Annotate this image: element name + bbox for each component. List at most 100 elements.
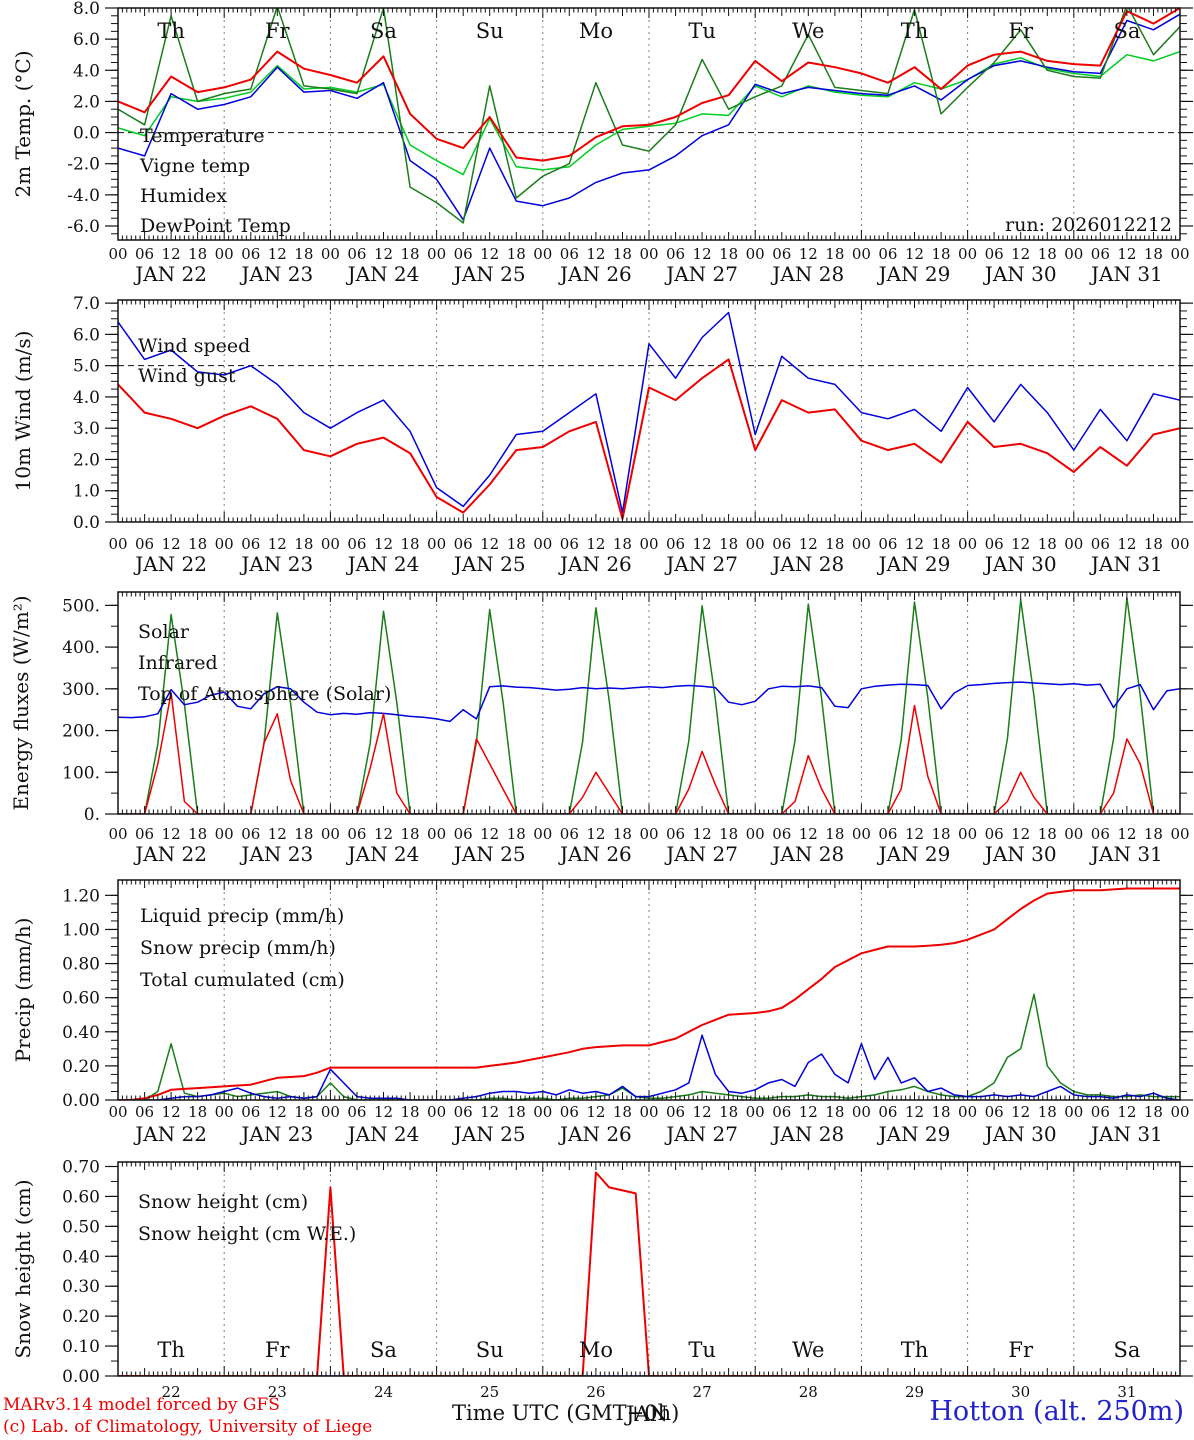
series-total-cumulated-cm- <box>118 887 1180 1100</box>
panel-energy-fluxes: 500. 400. 300. 200. 100. 0. 00 06 12 18 00 06 12 18 00… <box>9 591 1193 866</box>
hour-label: 18 <box>401 535 420 553</box>
hour-label: 00 <box>427 535 446 553</box>
y-tick-label: 2.0 <box>73 450 100 470</box>
hour-label: 12 <box>586 825 605 843</box>
hour-ticks-top <box>117 1162 1181 1172</box>
day-label: JAN 28 <box>770 1122 844 1146</box>
day-label: JAN 24 <box>346 262 420 286</box>
y-axis-title: Energy fluxes (W/m²) <box>9 595 33 810</box>
series-temperature <box>118 8 1180 162</box>
hour-label: 12 <box>480 825 499 843</box>
hour-label: 06 <box>241 1103 260 1121</box>
weekday-label: Mo <box>579 19 613 43</box>
hour-label: 00 <box>1064 1103 1083 1121</box>
lab-credit-line: (c) Lab. of Climatology, University of L… <box>3 1417 373 1437</box>
hour-label: 00 <box>1064 825 1083 843</box>
y-tick-label: 1.20 <box>62 886 100 906</box>
plot-frame <box>117 7 1181 241</box>
hour-label: 06 <box>135 535 154 553</box>
hour-label: 18 <box>825 535 844 553</box>
day-label: JAN 27 <box>664 842 738 866</box>
y-tick-label: 0.40 <box>62 1023 100 1043</box>
day-label: JAN 25 <box>452 262 526 286</box>
legend-solar: Solar <box>138 621 190 643</box>
day-label: JAN 22 <box>133 1122 207 1146</box>
hour-label: 12 <box>1117 535 1136 553</box>
hour-label: 18 <box>932 245 951 263</box>
hour-label: 06 <box>985 245 1004 263</box>
hour-label: 06 <box>1091 1103 1110 1121</box>
day-label: JAN 23 <box>239 552 313 576</box>
hour-label: 18 <box>719 245 738 263</box>
hour-label: 12 <box>586 535 605 553</box>
hour-label: 06 <box>347 1103 366 1121</box>
legend-vigne-temp: Vigne temp <box>139 155 250 177</box>
series-group <box>118 8 1180 224</box>
hour-label: 00 <box>215 1103 234 1121</box>
hour-label: 00 <box>108 1103 127 1121</box>
series-humidex <box>118 13 1180 221</box>
hour-label: 12 <box>480 1103 499 1121</box>
hour-label: 18 <box>825 245 844 263</box>
hour-label: 06 <box>985 825 1004 843</box>
hour-label: 12 <box>480 245 499 263</box>
weekday-label: Sa <box>1113 19 1140 43</box>
weekday-label: Fr <box>1008 1338 1034 1362</box>
hour-label: 18 <box>507 1103 526 1121</box>
hour-label: 12 <box>268 825 287 843</box>
day-label: JAN 28 <box>770 262 844 286</box>
series-vigne-temp <box>118 8 1180 224</box>
hour-label: 06 <box>454 1103 473 1121</box>
y-tick-label: 4.0 <box>73 388 100 408</box>
day-number-label: 29 <box>905 1383 924 1401</box>
hour-label: 18 <box>294 535 313 553</box>
legend-total-cumulated-cm-: Total cumulated (cm) <box>140 969 345 991</box>
series-wind-speed <box>118 358 1180 520</box>
series-group <box>118 311 1180 520</box>
y-tick-label: 4.0 <box>73 61 100 81</box>
hour-label: 00 <box>639 245 658 263</box>
hour-label: 18 <box>1144 825 1163 843</box>
hour-label: 00 <box>108 535 127 553</box>
legend-temperature: Temperature <box>140 125 264 147</box>
day-number-label: 31 <box>1117 1383 1136 1401</box>
weekday-label: Su <box>476 19 504 43</box>
hour-label: 00 <box>1064 245 1083 263</box>
hour-label: 06 <box>241 535 260 553</box>
credits-block: MARv3.14 model forced by GFS (c) Lab. of… <box>3 1394 372 1438</box>
y-axis-title: Snow height (cm) <box>11 1179 35 1358</box>
hour-label: 06 <box>560 825 579 843</box>
day-label: JAN 27 <box>664 1122 738 1146</box>
hour-label: 12 <box>799 825 818 843</box>
day-number-label: 23 <box>268 1383 287 1401</box>
hour-label: 12 <box>1117 1103 1136 1121</box>
day-label: JAN 27 <box>664 262 738 286</box>
hour-label: 12 <box>586 1103 605 1121</box>
day-label: JAN 22 <box>133 552 207 576</box>
hour-label: 00 <box>746 245 765 263</box>
hour-label: 00 <box>958 1103 977 1121</box>
day-number-label: 26 <box>586 1383 605 1401</box>
weekday-label: Sa <box>370 1338 397 1362</box>
hour-label: 12 <box>905 825 924 843</box>
legend-snow-height-cm-w-e-: Snow height (cm W.E.) <box>138 1223 356 1245</box>
hour-label: 18 <box>1038 535 1057 553</box>
plot-frame <box>117 299 1181 523</box>
day-label: JAN 28 <box>770 842 844 866</box>
hour-label: 06 <box>347 535 366 553</box>
hour-label: 00 <box>958 535 977 553</box>
hour-label: 06 <box>666 535 685 553</box>
hour-label: 00 <box>533 245 552 263</box>
hour-label: 00 <box>427 245 446 263</box>
y-tick-label: 0.10 <box>62 1337 100 1357</box>
weekday-label: Tu <box>688 19 716 43</box>
day-number-label: 22 <box>162 1383 181 1401</box>
hour-label: 06 <box>454 535 473 553</box>
hour-label: 18 <box>401 825 420 843</box>
month-label: JAN <box>626 1402 668 1426</box>
y-tick-label: 300. <box>62 680 100 700</box>
day-label: JAN 30 <box>983 1122 1057 1146</box>
hour-label: 12 <box>268 245 287 263</box>
hour-label: 12 <box>693 1103 712 1121</box>
hour-label: 00 <box>321 535 340 553</box>
